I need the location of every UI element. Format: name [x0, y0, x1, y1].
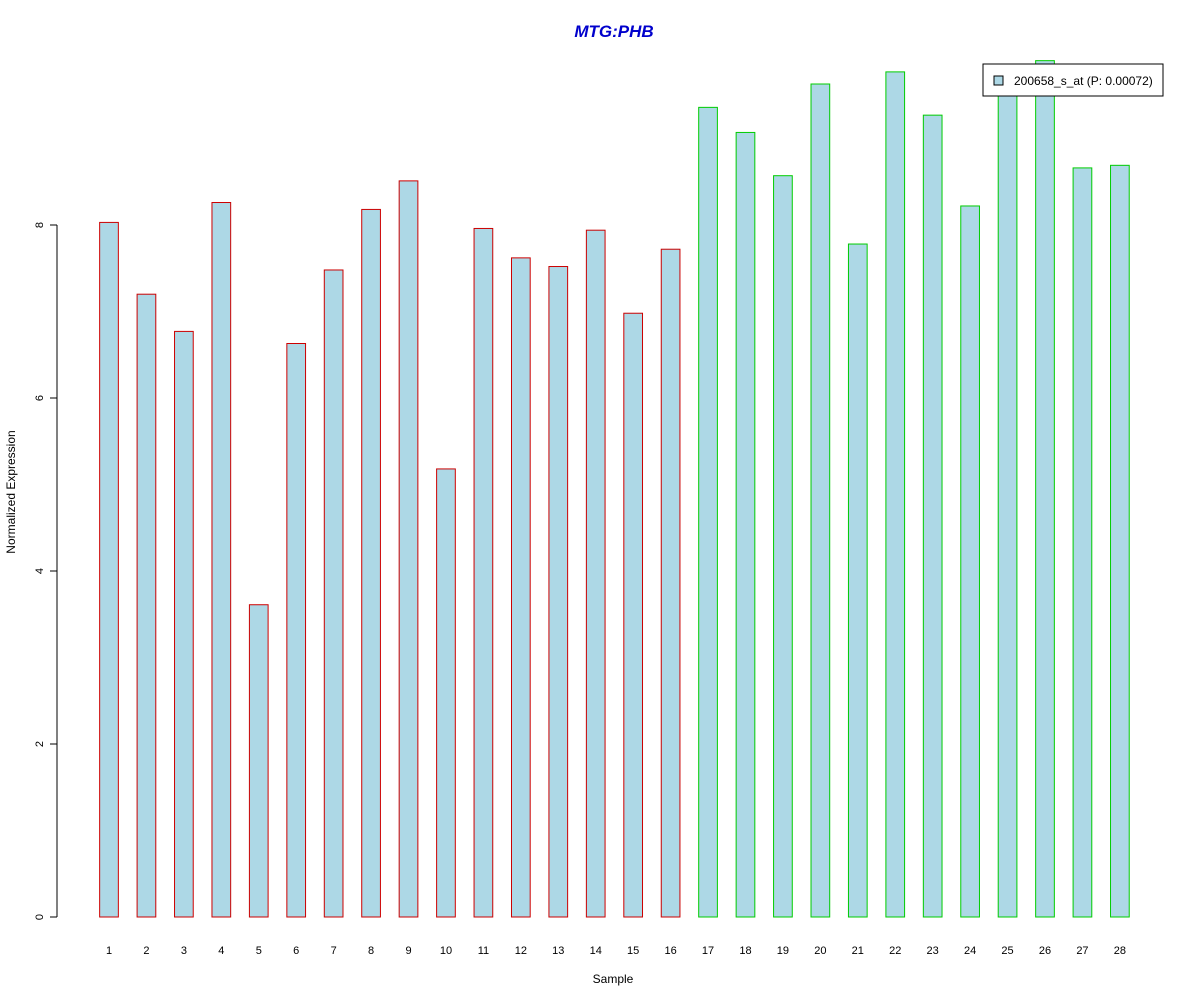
y-tick-label: 6 — [34, 395, 46, 401]
bar-sample-27 — [1072, 167, 1093, 918]
x-axis-label: Sample — [593, 972, 634, 986]
y-axis-label: Normalized Expression — [4, 430, 18, 553]
bar-sample-7 — [323, 269, 344, 918]
bar-sample-28 — [1110, 164, 1130, 918]
x-tick-label: 23 — [927, 945, 939, 957]
x-tick-labels: 1 2 3 4 5 6 7 8 9 10 11 12 13 14 15 16 17 18 19 20 21 22 23 24 2… — [106, 945, 1126, 957]
y-tick-label: 8 — [34, 222, 46, 228]
x-tick-label: 14 — [590, 945, 602, 957]
bar-sample-11 — [473, 227, 494, 918]
bar-sample-10 — [436, 468, 456, 918]
bar-sample-18 — [735, 131, 756, 918]
x-tick-label: 4 — [218, 945, 224, 957]
x-tick-label: 16 — [664, 945, 676, 957]
bar-sample-23 — [922, 114, 943, 918]
legend-swatch — [993, 75, 1004, 86]
x-tick-label: 18 — [739, 945, 751, 957]
x-tick-label: 6 — [293, 945, 299, 957]
x-tick-label: 19 — [777, 945, 789, 957]
bar-sample-6 — [286, 343, 307, 918]
x-tick-label: 7 — [331, 945, 337, 957]
chart-title: MTG:PHB — [574, 22, 653, 41]
bar-sample-5 — [248, 604, 269, 918]
x-tick-label: 17 — [702, 945, 714, 957]
y-tick-label: 0 — [34, 914, 46, 920]
bars — [99, 60, 1130, 918]
bar-sample-12 — [510, 257, 531, 918]
x-tick-label: 10 — [440, 945, 452, 957]
bar-sample-17 — [698, 106, 718, 918]
bar-sample-24 — [960, 205, 980, 918]
x-tick-label: 20 — [814, 945, 826, 957]
bar-sample-21 — [847, 243, 868, 918]
x-tick-label: 2 — [143, 945, 149, 957]
legend-entry-label: 200658_s_at (P: 0.00072) — [1014, 74, 1153, 88]
bar-sample-14 — [585, 229, 606, 918]
bar-sample-3 — [174, 330, 194, 918]
bar-sample-22 — [885, 71, 906, 918]
bar-sample-2 — [136, 293, 157, 918]
x-tick-label: 26 — [1039, 945, 1051, 957]
x-tick-label: 27 — [1076, 945, 1088, 957]
x-tick-label: 24 — [964, 945, 976, 957]
bar-sample-20 — [810, 83, 831, 918]
x-tick-label: 9 — [405, 945, 411, 957]
bar-sample-26 — [1035, 60, 1055, 918]
x-tick-label: 13 — [552, 945, 564, 957]
bar-sample-8 — [361, 208, 381, 918]
x-tick-label: 1 — [106, 945, 112, 957]
y-tick-label: 2 — [34, 741, 46, 747]
bar-sample-19 — [773, 175, 793, 918]
y-tick-label: 4 — [34, 568, 46, 574]
x-tick-label: 25 — [1001, 945, 1013, 957]
x-tick-label: 11 — [478, 945, 489, 957]
x-tick-label: 28 — [1114, 945, 1126, 957]
x-tick-label: 3 — [181, 945, 187, 957]
bar-sample-9 — [398, 180, 419, 918]
x-tick-label: 8 — [368, 945, 374, 957]
legend: 200658_s_at (P: 0.00072) — [982, 63, 1164, 97]
x-tick-label: 21 — [852, 945, 864, 957]
x-tick-label: 22 — [889, 945, 901, 957]
x-tick-label: 12 — [515, 945, 527, 957]
bar-sample-1 — [99, 221, 119, 918]
y-axis: 0 2 4 6 8 — [34, 222, 58, 920]
legend-box — [982, 63, 1164, 97]
bar-sample-25 — [997, 64, 1018, 918]
x-tick-label: 15 — [627, 945, 639, 957]
bar-sample-16 — [660, 248, 681, 918]
bar-sample-4 — [211, 202, 232, 918]
bar-sample-13 — [548, 266, 569, 918]
x-tick-label: 5 — [256, 945, 262, 957]
bar-sample-15 — [623, 312, 644, 918]
